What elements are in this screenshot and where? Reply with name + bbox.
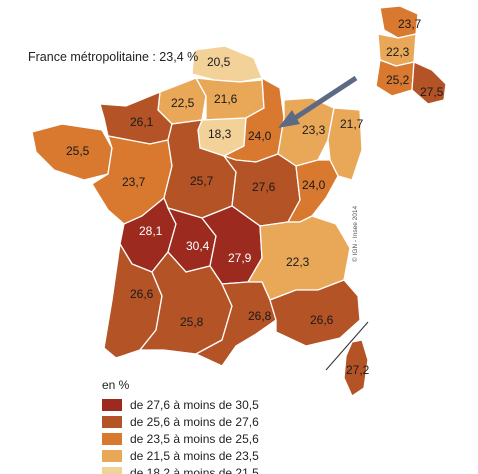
region-value-label: 28,1: [139, 224, 163, 238]
legend-swatch: [102, 432, 122, 445]
inset-value-label: 27,5: [420, 85, 444, 99]
legend-label: de 23,5 à moins de 25,6: [130, 431, 259, 446]
corse-separator: [325, 321, 369, 371]
legend-item: de 25,6 à moins de 27,6: [102, 413, 259, 430]
legend-swatch: [102, 449, 122, 462]
region-paca: [269, 279, 361, 347]
legend-swatch: [102, 398, 122, 411]
region-franche-comte: [286, 159, 339, 223]
region-value-label: 30,4: [186, 239, 210, 253]
region-value-label: 25,5: [66, 144, 90, 158]
region-corse: [343, 339, 369, 397]
region-value-label: 21,6: [214, 92, 238, 106]
legend-item: de 23,5 à moins de 25,6: [102, 430, 259, 447]
legend-swatch: [102, 466, 122, 474]
region-value-label: 27,2: [346, 363, 370, 377]
region-value-label: 26,8: [248, 309, 272, 323]
legend-item: de 27,6 à moins de 30,5: [102, 396, 259, 413]
legend-label: de 25,6 à moins de 27,6: [130, 414, 259, 429]
legend-item: de 21,5 à moins de 23,5: [102, 447, 259, 464]
region-languedoc-roussillon: [194, 281, 277, 367]
inset-value-label: 25,2: [386, 73, 410, 87]
region-value-label: 26,6: [130, 287, 154, 301]
inset-value-label: 22,3: [386, 45, 410, 59]
region-value-label: 22,5: [171, 96, 195, 110]
region-value-label: 22,3: [286, 255, 310, 269]
legend-swatch: [102, 415, 122, 428]
region-value-label: 24,0: [302, 178, 326, 192]
legend-item: de 18,2 à moins de 21,5: [102, 464, 259, 474]
region-value-label: 25,7: [190, 174, 214, 188]
legend-label: de 18,2 à moins de 21,5: [130, 465, 259, 474]
region-value-label: 25,8: [180, 315, 204, 329]
region-value-label: 27,6: [252, 180, 276, 194]
region-value-label: 27,9: [228, 251, 252, 265]
legend-title: en %: [102, 378, 130, 392]
region-value-label: 21,7: [340, 117, 364, 131]
legend: en % de 27,6 à moins de 30,5 de 25,6 à m…: [102, 378, 259, 474]
inset-region-4: [411, 61, 447, 105]
region-value-label: 26,1: [130, 115, 154, 129]
region-nord-pas-de-calais: [191, 45, 263, 83]
region-value-label: 18,3: [208, 127, 232, 141]
region-value-label: 24,0: [248, 129, 272, 143]
legend-label: de 21,5 à moins de 23,5: [130, 448, 259, 463]
map-title: France métropolitaine : 23,4 %: [28, 50, 199, 64]
region-value-label: 26,6: [310, 313, 334, 327]
region-value-label: 23,7: [122, 175, 146, 189]
source-credit: © IGN - Insee 2014: [352, 205, 359, 262]
region-value-label: 23,3: [302, 123, 326, 137]
inset-value-label: 23,7: [398, 17, 422, 31]
pointer-arrow: [278, 75, 358, 128]
legend-label: de 27,6 à moins de 30,5: [130, 397, 259, 412]
region-alsace: [327, 107, 363, 181]
region-value-label: 20,5: [207, 55, 231, 69]
